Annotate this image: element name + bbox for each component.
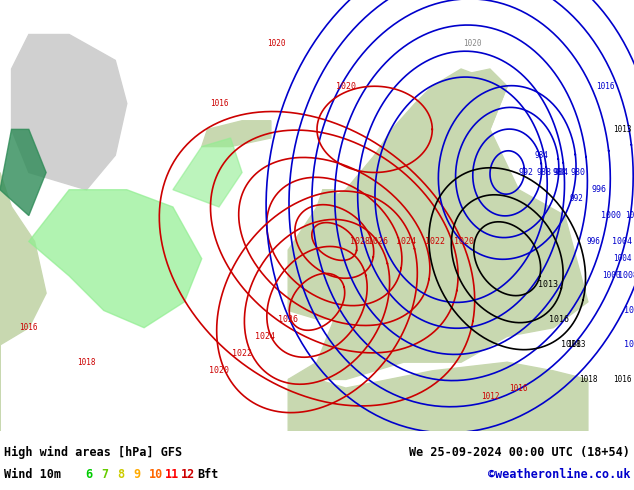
Text: 1018: 1018 [77,358,96,367]
Text: 996: 996 [592,185,607,194]
Text: 7: 7 [101,468,108,482]
Text: 11: 11 [165,468,179,482]
Text: 1022: 1022 [232,349,252,358]
Text: 1028: 1028 [350,237,370,246]
Text: 996: 996 [586,237,600,246]
Polygon shape [288,69,588,379]
Polygon shape [29,190,202,328]
Text: 8: 8 [117,468,124,482]
Text: 1020: 1020 [463,39,482,48]
Text: 1020: 1020 [336,82,356,91]
Text: 1026: 1026 [278,315,298,323]
Text: 1016: 1016 [596,82,614,91]
Text: 1022: 1022 [425,237,445,246]
Text: 1024: 1024 [396,237,417,246]
Polygon shape [317,190,358,259]
Text: 1016: 1016 [613,375,631,384]
Polygon shape [0,172,46,431]
Text: 1020: 1020 [454,237,474,246]
Polygon shape [11,34,127,190]
Text: 1013: 1013 [613,125,631,134]
Text: 1020: 1020 [268,39,286,48]
Text: 1024: 1024 [255,332,275,341]
Polygon shape [288,362,588,431]
Text: 1008: 1008 [618,271,634,280]
Text: 1004: 1004 [613,254,631,263]
Text: We 25-09-2024 00:00 UTC (18+54): We 25-09-2024 00:00 UTC (18+54) [409,446,630,459]
Text: 1008: 1008 [624,211,634,220]
Text: 1012: 1012 [481,392,499,401]
Text: 988: 988 [552,168,566,177]
Text: 1016: 1016 [549,315,569,323]
Polygon shape [202,121,271,147]
Text: 980: 980 [571,168,586,177]
Text: 1013: 1013 [567,341,586,349]
Text: 1016: 1016 [510,384,528,392]
Text: 1013: 1013 [538,280,557,289]
Text: ©weatheronline.co.uk: ©weatheronline.co.uk [488,468,630,482]
Text: 1020: 1020 [209,367,229,375]
Text: 984: 984 [535,151,548,160]
Text: 1016: 1016 [20,323,38,332]
Text: Wind 10m: Wind 10m [4,468,61,482]
Text: 1018: 1018 [579,375,597,384]
Text: 1026: 1026 [368,237,387,246]
Text: 1000: 1000 [602,271,620,280]
Text: 10: 10 [149,468,163,482]
Text: 1000: 1000 [601,211,621,220]
Text: 984: 984 [553,168,568,177]
Polygon shape [173,138,242,207]
Text: Bft: Bft [197,468,218,482]
Text: 12: 12 [181,468,195,482]
Text: 992: 992 [569,194,583,203]
Text: 9: 9 [133,468,140,482]
Polygon shape [369,69,507,207]
Text: 1018: 1018 [560,341,581,349]
Text: 988: 988 [536,168,551,177]
Text: High wind areas [hPa] GFS: High wind areas [hPa] GFS [4,446,182,459]
Text: 1016: 1016 [624,341,634,349]
Text: 1012: 1012 [624,306,634,315]
Text: 992: 992 [519,168,534,177]
Polygon shape [0,129,46,216]
Text: 1004: 1004 [612,237,633,246]
Text: 1016: 1016 [210,99,228,108]
Text: 6: 6 [85,468,92,482]
